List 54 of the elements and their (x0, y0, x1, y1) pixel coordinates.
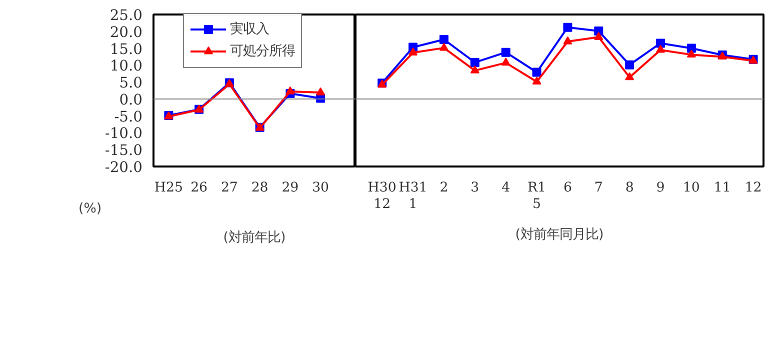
x-tick-label: 6 (563, 180, 572, 196)
y-tick-label: -15.0 (104, 142, 143, 160)
y-tick-label: -5.0 (114, 108, 143, 126)
x-tick-label: 4 (502, 180, 510, 196)
legend-label: 可処分所得 (230, 43, 295, 60)
x-tick-label: 29 (282, 180, 299, 196)
point (625, 60, 634, 70)
y-tick-label: 15.0 (110, 40, 143, 58)
point (594, 32, 604, 40)
x-tick-label: R1 5 (528, 180, 546, 212)
legend-label: 実収入 (230, 20, 269, 38)
x-tick-label: 26 (190, 180, 208, 196)
x-tick-label: 28 (251, 180, 268, 196)
point (470, 65, 480, 74)
point (501, 48, 510, 57)
y-axis-title: (%) (78, 202, 102, 216)
x-axis-title: (対前年同月比) (515, 226, 604, 242)
x-tick-label: 30 (312, 180, 330, 196)
y-tick-label: 20.0 (110, 24, 143, 41)
point (563, 36, 572, 44)
x-tick-label: H25 (154, 180, 183, 196)
x-tick-label: 10 (682, 180, 700, 196)
x-tick-label: 3 (470, 180, 480, 196)
x-tick-label: 2 (440, 180, 448, 196)
y-tick-label: -10.0 (104, 125, 143, 142)
x-tick-label: 12 (744, 180, 762, 196)
point (316, 87, 326, 96)
x-tick-label: 9 (656, 180, 665, 196)
point (501, 58, 510, 66)
point (656, 38, 665, 48)
point (686, 50, 696, 58)
point (286, 86, 295, 94)
x-tick-label: 8 (625, 180, 634, 196)
y-tick-label: 10.0 (110, 58, 143, 75)
point (439, 42, 448, 51)
x-axis-title: (対前年比) (223, 230, 286, 246)
point (439, 34, 448, 44)
x-tick-label: H31 1 (398, 180, 428, 212)
y-tick-label: 25.0 (110, 7, 143, 24)
point (532, 76, 542, 85)
x-tick-label: 7 (594, 180, 603, 196)
point (625, 72, 634, 80)
y-tick-label: 0.0 (119, 91, 143, 108)
y-tick-label: -20.0 (104, 159, 143, 176)
point (656, 44, 665, 53)
x-tick-label: 11 (714, 180, 731, 196)
x-tick-label: 27 (220, 180, 238, 196)
point (408, 48, 418, 56)
point (563, 22, 572, 32)
point (594, 26, 604, 36)
x-tick-label: H30 12 (368, 180, 396, 212)
y-tick-label: 5.0 (119, 74, 143, 92)
point (470, 58, 480, 67)
point (532, 68, 542, 77)
